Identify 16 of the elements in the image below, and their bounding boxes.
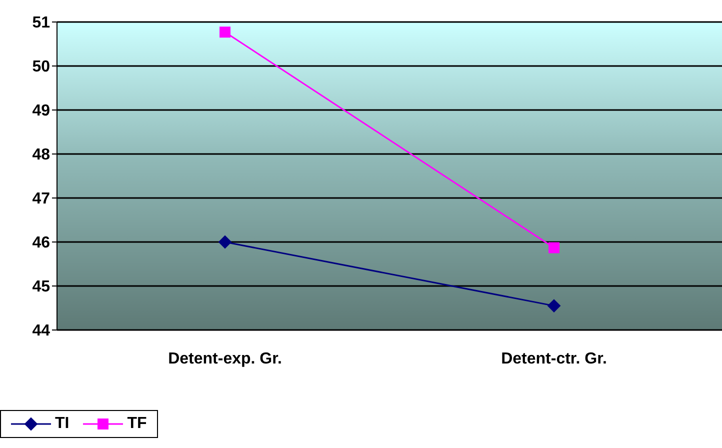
point bbox=[220, 26, 230, 38]
legend-label: TF bbox=[127, 415, 147, 433]
y-tick-label: 47 bbox=[32, 190, 50, 208]
y-tick-label: 48 bbox=[32, 146, 50, 164]
y-tick-label: 45 bbox=[32, 278, 50, 296]
point bbox=[548, 299, 560, 312]
legend-label: TI bbox=[55, 415, 70, 433]
x-tick-label: Detent-ctr. Gr. bbox=[501, 350, 607, 368]
point bbox=[218, 236, 232, 248]
y-tick-label: 44 bbox=[32, 322, 50, 340]
point bbox=[548, 242, 560, 254]
y-tick-label: 51 bbox=[32, 14, 50, 32]
x-tick-label: Detent-exp. Gr. bbox=[168, 350, 282, 368]
y-tick-label: 50 bbox=[32, 58, 50, 76]
y-tick-label: 49 bbox=[32, 102, 50, 120]
y-tick-label: 46 bbox=[32, 234, 50, 252]
